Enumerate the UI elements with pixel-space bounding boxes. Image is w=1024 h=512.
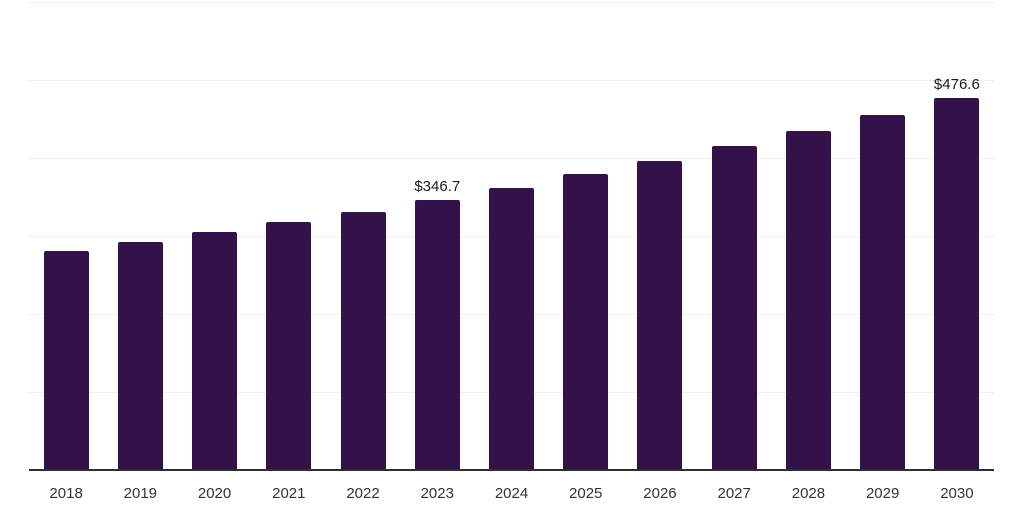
gridline-500	[29, 80, 994, 81]
data-label-2030: $476.6	[933, 76, 980, 94]
bar-2028[interactable]	[785, 131, 831, 470]
x-tick-2024: 2024	[494, 485, 529, 502]
bar-2025[interactable]	[563, 174, 609, 470]
x-tick-2026: 2026	[643, 485, 677, 502]
gridline-400	[29, 158, 994, 159]
bar-2022[interactable]	[340, 212, 386, 470]
bar-2021[interactable]	[266, 221, 312, 470]
data-label-2023: $346.7	[414, 177, 461, 195]
x-tick-2030: 2030	[940, 485, 974, 502]
bar-2019[interactable]	[117, 242, 163, 470]
x-tick-2021: 2021	[272, 485, 306, 502]
x-axis-line	[29, 469, 994, 471]
bar-2018[interactable]	[43, 251, 89, 470]
bar-2024[interactable]	[489, 187, 534, 470]
bar-2023[interactable]	[414, 199, 460, 470]
x-tick-2027: 2027	[717, 485, 751, 502]
bar-2026[interactable]	[637, 161, 683, 470]
x-tick-2025: 2025	[569, 485, 603, 502]
bar-2027[interactable]	[711, 146, 757, 470]
bar-2030[interactable]	[934, 98, 980, 470]
gridline-600	[29, 2, 994, 3]
x-tick-2019: 2019	[123, 485, 158, 502]
x-tick-2018: 2018	[49, 485, 83, 502]
x-tick-2020: 2020	[197, 485, 232, 502]
x-tick-2029: 2029	[865, 485, 900, 502]
x-tick-2022: 2022	[346, 485, 380, 502]
x-tick-2023: 2023	[420, 485, 454, 502]
bar-2020[interactable]	[192, 231, 238, 470]
plot-area: $346.7 $476.6 2018 2019 2020 2021 2022 2023 202…	[29, 0, 994, 512]
bar-2029[interactable]	[860, 114, 906, 470]
x-tick-2028: 2028	[791, 485, 826, 502]
